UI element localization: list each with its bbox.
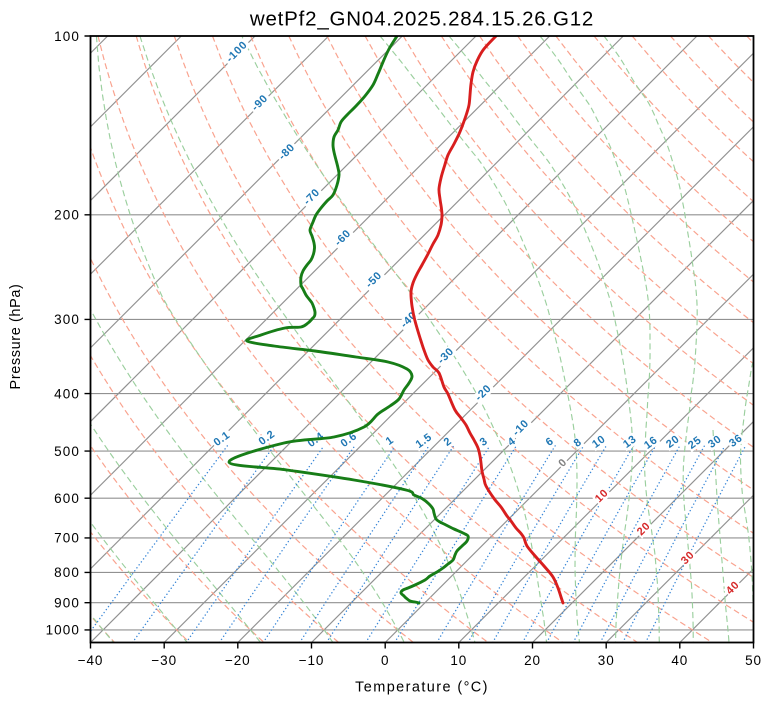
svg-text:−20: −20 <box>225 653 251 668</box>
svg-text:200: 200 <box>54 208 80 223</box>
svg-text:400: 400 <box>54 386 80 401</box>
svg-text:Pressure (hPa): Pressure (hPa) <box>8 284 24 390</box>
svg-text:700: 700 <box>54 531 80 546</box>
svg-text:−40: −40 <box>78 653 104 668</box>
svg-text:1000: 1000 <box>46 623 80 638</box>
svg-text:Temperature (°C): Temperature (°C) <box>355 680 489 696</box>
svg-text:900: 900 <box>54 596 80 611</box>
svg-text:600: 600 <box>54 491 80 506</box>
svg-text:50: 50 <box>745 653 762 668</box>
svg-text:−30: −30 <box>151 653 177 668</box>
svg-text:800: 800 <box>54 565 80 580</box>
svg-text:30: 30 <box>598 653 615 668</box>
svg-text:500: 500 <box>54 444 80 459</box>
svg-text:10: 10 <box>450 653 467 668</box>
svg-text:40: 40 <box>671 653 688 668</box>
svg-text:300: 300 <box>54 312 80 327</box>
svg-text:0: 0 <box>381 653 389 668</box>
svg-text:wetPf2_GN04.2025.284.15.26.G12: wetPf2_GN04.2025.284.15.26.G12 <box>249 8 594 31</box>
svg-text:100: 100 <box>54 29 80 44</box>
svg-text:−10: −10 <box>299 653 325 668</box>
svg-text:20: 20 <box>524 653 541 668</box>
